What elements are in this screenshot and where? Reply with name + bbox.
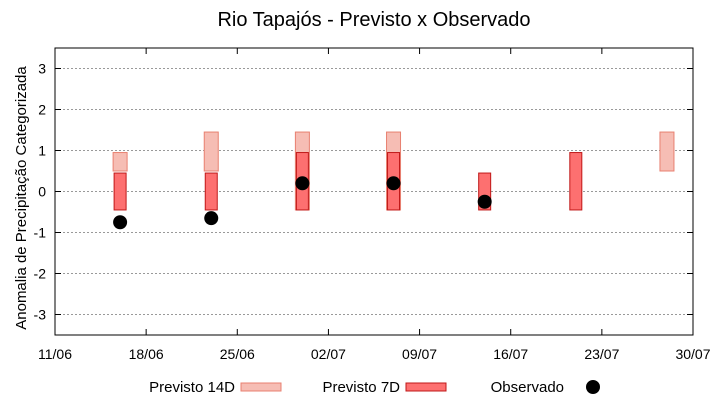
y-tick-label: -3 xyxy=(34,307,47,323)
forecast-bar xyxy=(112,152,128,172)
forecast-bar xyxy=(113,172,127,211)
legend-marker xyxy=(586,380,600,394)
plot-frame xyxy=(54,47,694,336)
x-tick-label: 30/07 xyxy=(675,346,710,362)
chart-title: Rio Tapajós - Previsto x Observado xyxy=(217,9,530,31)
x-tick-label: 11/06 xyxy=(38,346,72,362)
observed-point xyxy=(386,176,401,191)
x-tick-label: 16/07 xyxy=(493,346,528,362)
ticks-layer: -3 -2 -1 0 1 2 3 11/06 18/06 25/06 02/07 09/07 16/07… xyxy=(34,48,711,362)
y-tick-label: -1 xyxy=(34,225,47,241)
y-axis-label: Anomalia de Precipitação Categorizada xyxy=(13,66,30,330)
legend-label: Previsto 7D xyxy=(322,379,400,396)
y-tick-label: 3 xyxy=(38,61,46,77)
x-tick-label: 23/07 xyxy=(584,346,619,362)
legend-swatch xyxy=(405,382,447,392)
x-tick-label: 25/06 xyxy=(220,346,255,362)
y-tick-label: 0 xyxy=(38,184,46,200)
bars-layer xyxy=(112,131,675,211)
points-layer xyxy=(113,176,492,230)
legend: Previsto 14D Previsto 7D Observado xyxy=(149,379,600,396)
forecast-bar xyxy=(203,131,219,172)
legend-label: Previsto 14D xyxy=(149,379,235,396)
y-tick-label: -2 xyxy=(34,266,47,282)
x-tick-label: 09/07 xyxy=(402,346,437,362)
observed-point xyxy=(295,176,310,191)
x-tick-label: 02/07 xyxy=(311,346,346,362)
observed-point xyxy=(113,215,128,230)
legend-swatch xyxy=(240,382,282,392)
grid-layer xyxy=(55,68,693,315)
x-tick-label: 18/06 xyxy=(129,346,164,362)
observed-point xyxy=(477,194,492,209)
observed-point xyxy=(204,211,219,226)
forecast-bar xyxy=(204,172,218,211)
y-tick-label: 2 xyxy=(38,102,46,118)
forecast-bar xyxy=(659,131,675,172)
y-tick-label: 1 xyxy=(38,143,46,159)
forecast-bar xyxy=(569,152,583,211)
legend-label: Observado xyxy=(491,379,564,396)
